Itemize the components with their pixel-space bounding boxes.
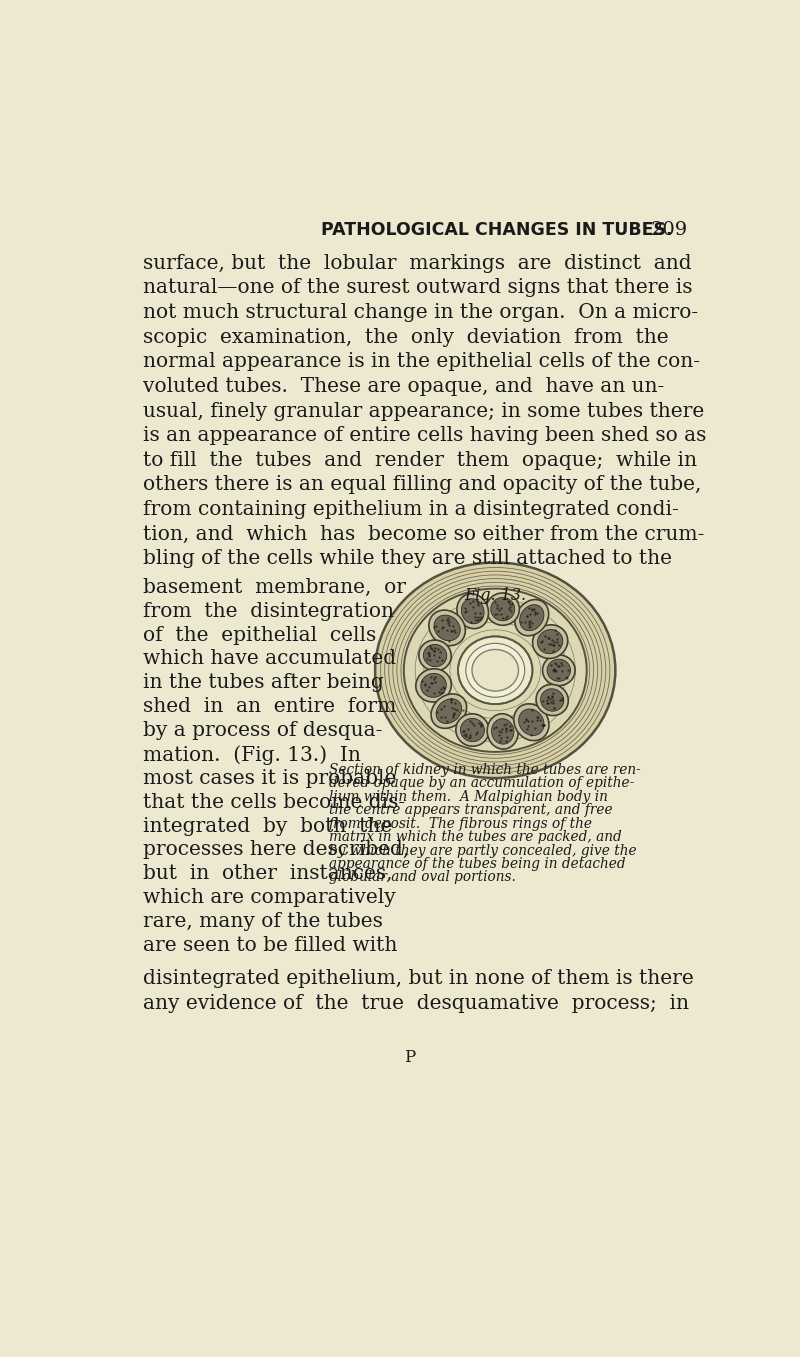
Text: lium within them.  A Malpighian body in: lium within them. A Malpighian body in — [329, 790, 607, 803]
Ellipse shape — [487, 714, 518, 749]
Text: is an appearance of entire cells having been shed so as: is an appearance of entire cells having … — [142, 426, 706, 445]
Text: PATHOLOGICAL CHANGES IN TUBES.: PATHOLOGICAL CHANGES IN TUBES. — [321, 221, 672, 239]
Ellipse shape — [520, 605, 544, 631]
Text: surface, but  the  lobular  markings  are  distinct  and: surface, but the lobular markings are di… — [142, 254, 691, 273]
Ellipse shape — [434, 615, 460, 641]
Text: 209: 209 — [650, 221, 687, 239]
Ellipse shape — [472, 650, 518, 691]
Text: basement  membrane,  or: basement membrane, or — [142, 578, 406, 597]
Text: dered opaque by an accumulation of epithe-: dered opaque by an accumulation of epith… — [329, 776, 634, 790]
Ellipse shape — [491, 719, 514, 744]
Text: most cases it is probable: most cases it is probable — [142, 769, 396, 788]
Ellipse shape — [429, 611, 466, 646]
Text: natural—one of the surest outward signs that there is: natural—one of the surest outward signs … — [142, 278, 692, 297]
Text: from deposit.  The fibrous rings of the: from deposit. The fibrous rings of the — [329, 817, 593, 830]
Text: any evidence of  the  true  desquamative  process;  in: any evidence of the true desquamative pr… — [142, 993, 689, 1012]
Text: from containing epithelium in a disintegrated condi-: from containing epithelium in a disinteg… — [142, 501, 678, 520]
Ellipse shape — [533, 624, 568, 658]
Ellipse shape — [423, 645, 446, 666]
Text: normal appearance is in the epithelial cells of the con-: normal appearance is in the epithelial c… — [142, 353, 700, 372]
Ellipse shape — [436, 699, 462, 723]
Ellipse shape — [547, 660, 570, 681]
Ellipse shape — [515, 600, 549, 636]
Ellipse shape — [458, 636, 533, 704]
Ellipse shape — [457, 594, 489, 628]
Text: that the cells become dis-: that the cells become dis- — [142, 792, 405, 811]
Text: which have accumulated: which have accumulated — [142, 650, 396, 669]
Text: scopic  examination,  the  only  deviation  from  the: scopic examination, the only deviation f… — [142, 327, 668, 346]
Ellipse shape — [490, 597, 514, 620]
Ellipse shape — [375, 562, 615, 778]
Text: in the tubes after being: in the tubes after being — [142, 673, 383, 692]
Text: from  the  disintegration: from the disintegration — [142, 601, 394, 620]
Text: rare, many of the tubes: rare, many of the tubes — [142, 912, 382, 931]
Text: which are comparatively: which are comparatively — [142, 889, 395, 908]
Ellipse shape — [514, 704, 549, 741]
Ellipse shape — [536, 684, 568, 715]
Text: others there is an equal filling and opacity of the tube,: others there is an equal filling and opa… — [142, 475, 701, 494]
Text: are seen to be filled with: are seen to be filled with — [142, 936, 397, 955]
Text: of  the  epithelial  cells: of the epithelial cells — [142, 626, 376, 645]
Text: globular and oval portions.: globular and oval portions. — [329, 870, 515, 885]
Ellipse shape — [466, 643, 525, 697]
Text: matrix in which the tubes are packed, and: matrix in which the tubes are packed, an… — [329, 830, 622, 844]
Text: integrated  by  both  the: integrated by both the — [142, 817, 392, 836]
Text: voluted tubes.  These are opaque, and  have an un-: voluted tubes. These are opaque, and hav… — [142, 377, 664, 396]
Ellipse shape — [541, 689, 564, 711]
Ellipse shape — [456, 714, 489, 746]
Ellipse shape — [404, 589, 586, 752]
Ellipse shape — [518, 708, 544, 735]
Text: tion, and  which  has  become so either from the crum-: tion, and which has become so either fro… — [142, 525, 704, 544]
Text: to fill  the  tubes  and  render  them  opaque;  while in: to fill the tubes and render them opaque… — [142, 451, 697, 470]
Ellipse shape — [416, 669, 451, 702]
Text: usual, finely granular appearance; in some tubes there: usual, finely granular appearance; in so… — [142, 402, 704, 421]
Ellipse shape — [462, 598, 484, 624]
Text: but  in  other  instances,: but in other instances, — [142, 864, 392, 883]
Text: bling of the cells while they are still attached to the: bling of the cells while they are still … — [142, 550, 672, 569]
Text: Fig. 13.: Fig. 13. — [464, 588, 526, 604]
Ellipse shape — [419, 641, 451, 670]
Text: the centre appears transparent, and free: the centre appears transparent, and free — [329, 803, 612, 817]
Ellipse shape — [542, 655, 575, 685]
Ellipse shape — [431, 693, 466, 729]
Text: Section of kidney in which the tubes are ren-: Section of kidney in which the tubes are… — [329, 763, 640, 776]
Text: P: P — [404, 1049, 416, 1067]
Text: by a process of desqua-: by a process of desqua- — [142, 721, 382, 740]
Text: processes here described,: processes here described, — [142, 840, 409, 859]
Ellipse shape — [538, 630, 563, 654]
Text: not much structural change in the organ.  On a micro-: not much structural change in the organ.… — [142, 303, 698, 322]
Ellipse shape — [461, 718, 485, 742]
Text: by which they are partly concealed, give the: by which they are partly concealed, give… — [329, 844, 636, 858]
Text: mation.  (Fig. 13.)  In: mation. (Fig. 13.) In — [142, 745, 361, 764]
Text: disintegrated epithelium, but in none of them is there: disintegrated epithelium, but in none of… — [142, 969, 694, 988]
Ellipse shape — [421, 673, 446, 697]
Text: shed  in  an  entire  form: shed in an entire form — [142, 697, 396, 716]
Text: appearance of the tubes being in detached: appearance of the tubes being in detache… — [329, 858, 626, 871]
Ellipse shape — [486, 593, 519, 626]
